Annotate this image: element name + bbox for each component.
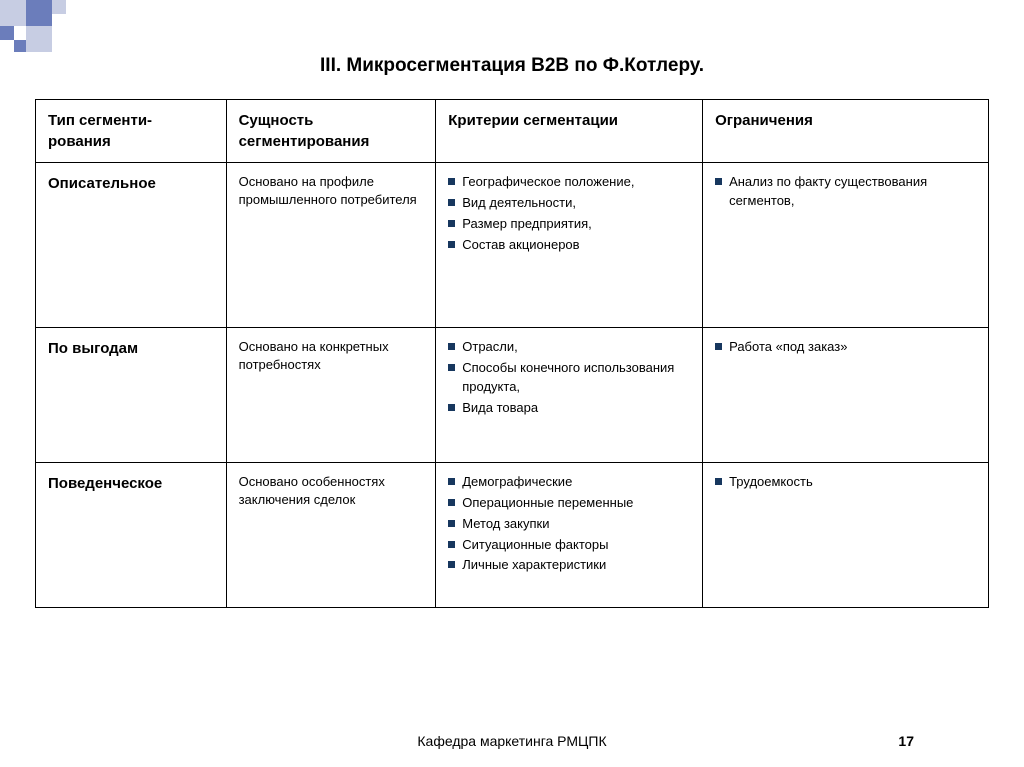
table-header-row: Тип сегменти-рования Сущность сегментиро…: [36, 100, 989, 163]
decoration-square: [52, 0, 66, 14]
criteria-item: Географическое положение,: [448, 173, 690, 192]
criteria-item: Ситуационные факторы: [448, 536, 690, 555]
table-row: ОписательноеОсновано на профиле промышле…: [36, 163, 989, 328]
decoration-square: [26, 26, 52, 52]
row-essence: Основано на конкретных потребностях: [226, 328, 436, 463]
header-criteria: Критерии сегментации: [436, 100, 703, 163]
decoration-square: [0, 0, 26, 26]
slide-content: III. Микросегментация В2В по Ф.Котлеру. …: [35, 55, 989, 747]
header-limits: Ограничения: [703, 100, 989, 163]
criteria-item: Состав акционеров: [448, 236, 690, 255]
criteria-item: Операционные переменные: [448, 494, 690, 513]
footer-department: Кафедра маркетинга РМЦПК: [417, 733, 606, 749]
table-row: По выгодамОсновано на конкретных потребн…: [36, 328, 989, 463]
criteria-item: Вида товара: [448, 399, 690, 418]
decoration-square: [0, 26, 14, 40]
criteria-item: Метод закупки: [448, 515, 690, 534]
footer-page-number: 17: [898, 733, 914, 749]
segmentation-table: Тип сегменти-рования Сущность сегментиро…: [35, 99, 989, 608]
row-essence: Основано на профиле промышленного потреб…: [226, 163, 436, 328]
row-label: Описательное: [36, 163, 227, 328]
row-limits: Анализ по факту существования сегментов,: [703, 163, 989, 328]
criteria-item: Размер предприятия,: [448, 215, 690, 234]
criteria-item: Вид деятельности,: [448, 194, 690, 213]
criteria-item: Личные характеристики: [448, 556, 690, 575]
table-row: ПоведенческоеОсновано особенностях заклю…: [36, 463, 989, 608]
row-label: По выгодам: [36, 328, 227, 463]
row-criteria: Демографические Операционные переменные Ме…: [436, 463, 703, 608]
row-label: Поведенческое: [36, 463, 227, 608]
limit-item: Анализ по факту существования сегментов,: [715, 173, 976, 211]
row-essence: Основано особенностях заключения сделок: [226, 463, 436, 608]
criteria-item: Способы конечного использования продукта…: [448, 359, 690, 397]
limit-item: Работа «под заказ»: [715, 338, 976, 357]
criteria-item: Демографические: [448, 473, 690, 492]
header-essence: Сущность сегментирования: [226, 100, 436, 163]
row-criteria: Отрасли, Способы конечного использования …: [436, 328, 703, 463]
row-limits: Трудоемкость: [703, 463, 989, 608]
decoration-square: [14, 40, 26, 52]
header-type: Тип сегменти-рования: [36, 100, 227, 163]
table-body: ОписательноеОсновано на профиле промышле…: [36, 163, 989, 608]
limit-item: Трудоемкость: [715, 473, 976, 492]
footer: Кафедра маркетинга РМЦПК 17: [0, 733, 1024, 749]
decoration-square: [26, 0, 52, 26]
row-criteria: Географическое положение, Вид деятельност…: [436, 163, 703, 328]
criteria-item: Отрасли,: [448, 338, 690, 357]
corner-decoration: [0, 0, 90, 60]
slide-title: III. Микросегментация В2В по Ф.Котлеру.: [35, 55, 989, 77]
row-limits: Работа «под заказ»: [703, 328, 989, 463]
